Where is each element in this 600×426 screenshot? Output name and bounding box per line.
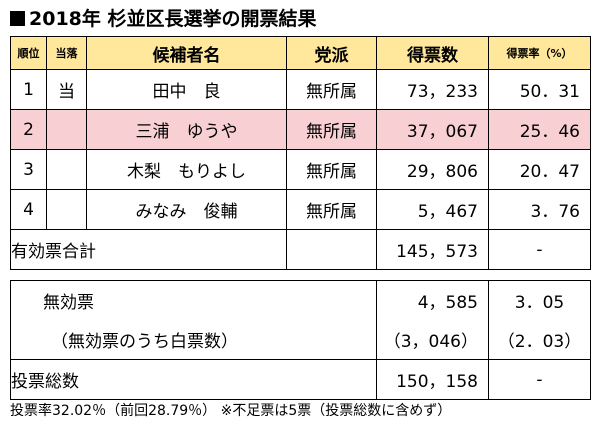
table-row: 1 当 田中 良 無所属 73，233 50．31 bbox=[10, 69, 591, 110]
header-votes: 得票数 bbox=[376, 36, 489, 70]
cell-elected bbox=[46, 149, 87, 190]
valid-total-label: 有効票合計 bbox=[10, 229, 287, 270]
valid-total-row: 有効票合計 145，573 - bbox=[10, 229, 591, 270]
header-candidate: 候補者名 bbox=[86, 36, 287, 70]
cell-votes: 73，233 bbox=[376, 69, 489, 110]
cell-name: 木梨 もりよし bbox=[86, 149, 287, 190]
cell-name: 田中 良 bbox=[86, 69, 287, 110]
summary-table: 無効票 4，585 3．05 （無効票のうち白票数） （3，046） （2．03… bbox=[10, 280, 591, 400]
cell-elected: 当 bbox=[46, 69, 87, 110]
table-row: 3 木梨 もりよし 無所属 29，806 20．47 bbox=[10, 149, 591, 190]
valid-total-rate: - bbox=[488, 229, 591, 270]
total-rate: - bbox=[488, 359, 591, 400]
invalid-rate: 3．05 bbox=[488, 280, 591, 320]
table-row: 4 みなみ 俊輔 無所属 5，467 3．76 bbox=[10, 189, 591, 230]
title-text: 2018年 杉並区長選挙の開票結果 bbox=[29, 8, 317, 30]
blank-label: （無効票のうち白票数） bbox=[10, 320, 377, 360]
blank-rate: （2．03） bbox=[488, 320, 591, 360]
cell-votes: 5，467 bbox=[376, 189, 489, 230]
results-table: 順位 当落 候補者名 党派 得票数 得票率（%） 1 当 田中 良 無所属 73… bbox=[10, 36, 591, 270]
cell-name: 三浦 ゆうや bbox=[86, 109, 287, 150]
cell-party: 無所属 bbox=[286, 109, 377, 150]
blank-votes: （3，046） bbox=[376, 320, 489, 360]
header-elected: 当落 bbox=[46, 36, 87, 70]
header-row: 順位 当落 候補者名 党派 得票数 得票率（%） bbox=[10, 36, 591, 70]
invalid-label: 無効票 bbox=[10, 280, 377, 320]
total-label: 投票総数 bbox=[10, 359, 377, 400]
cell-party: 無所属 bbox=[286, 69, 377, 110]
square-bullet-icon bbox=[10, 11, 25, 26]
header-rate: 得票率（%） bbox=[488, 36, 591, 70]
cell-party: 無所属 bbox=[286, 149, 377, 190]
blank-row: （無効票のうち白票数） （3，046） （2．03） bbox=[10, 320, 591, 360]
footer-note: 投票率32.02％（前回28.79％） ※不足票は5票（投票総数に含めず） bbox=[10, 403, 452, 419]
page-title: 2018年 杉並区長選挙の開票結果 bbox=[10, 6, 317, 32]
cell-votes: 37，067 bbox=[376, 109, 489, 150]
cell-rate: 20．47 bbox=[488, 149, 591, 190]
total-votes: 150，158 bbox=[376, 359, 489, 400]
cell-elected bbox=[46, 109, 87, 150]
header-rank: 順位 bbox=[10, 36, 47, 70]
table-row: 2 三浦 ゆうや 無所属 37，067 25．46 bbox=[10, 109, 591, 150]
cell-rate: 50．31 bbox=[488, 69, 591, 110]
header-party: 党派 bbox=[286, 36, 377, 70]
cell-rank: 3 bbox=[10, 149, 47, 190]
invalid-votes: 4，585 bbox=[376, 280, 489, 320]
cell-rank: 4 bbox=[10, 189, 47, 230]
cell-rank: 2 bbox=[10, 109, 47, 150]
cell-votes: 29，806 bbox=[376, 149, 489, 190]
invalid-row: 無効票 4，585 3．05 bbox=[10, 280, 591, 320]
total-row: 投票総数 150，158 - bbox=[10, 359, 591, 400]
cell-rank: 1 bbox=[10, 69, 47, 110]
valid-total-votes: 145，573 bbox=[376, 229, 489, 270]
cell-name: みなみ 俊輔 bbox=[86, 189, 287, 230]
cell-party: 無所属 bbox=[286, 189, 377, 230]
cell-elected bbox=[46, 189, 87, 230]
valid-total-empty bbox=[286, 229, 377, 270]
cell-rate: 3．76 bbox=[488, 189, 591, 230]
cell-rate: 25．46 bbox=[488, 109, 591, 150]
